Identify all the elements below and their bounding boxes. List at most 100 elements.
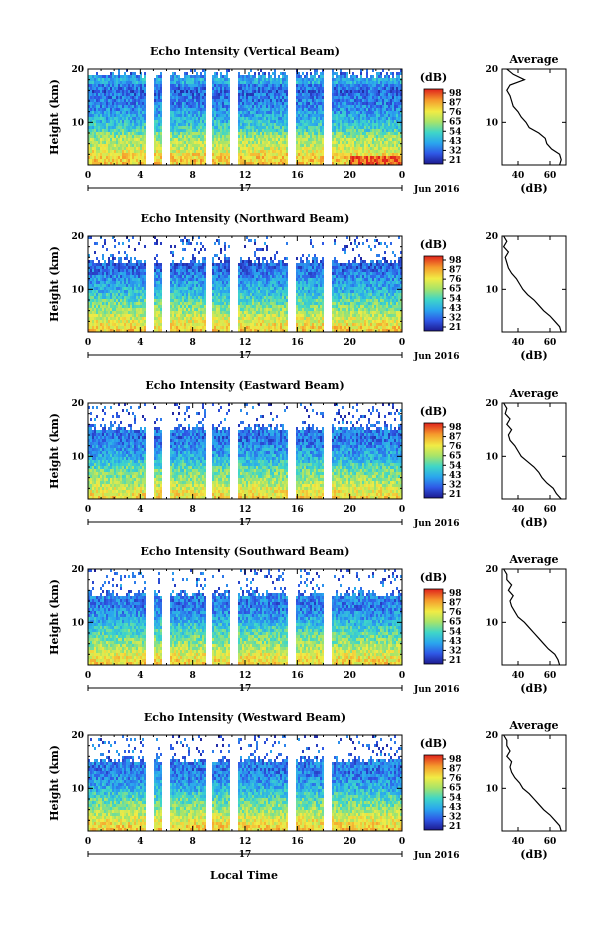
month-label: Jun 2016 bbox=[413, 685, 460, 695]
average-y-tick-label: 20 bbox=[485, 65, 498, 75]
average-title: Average bbox=[508, 553, 558, 566]
date-label: 17 bbox=[239, 351, 252, 361]
average-y-tick-label: 10 bbox=[485, 618, 498, 628]
average-profile-line bbox=[503, 734, 562, 832]
average-y-tick-label: 10 bbox=[485, 118, 498, 128]
average-x-tick-label: 60 bbox=[544, 171, 557, 181]
average-y-tick-label: 10 bbox=[485, 285, 498, 295]
average-x-tick-label: 60 bbox=[544, 338, 557, 348]
x-tick-label: 4 bbox=[137, 338, 143, 348]
colorbar-tick-label: 76 bbox=[449, 608, 462, 618]
x-tick-label: 0 bbox=[85, 171, 91, 181]
average-profile-line bbox=[503, 402, 562, 500]
date-label: 17 bbox=[239, 518, 252, 528]
y-axis-label: Height (km) bbox=[48, 246, 61, 322]
panel-1: Echo Intensity (Vertical Beam) 0 4 8 12 16 20 0… bbox=[48, 45, 567, 195]
x-tick-label: 16 bbox=[291, 837, 304, 847]
average-y-tick-label: 20 bbox=[485, 731, 498, 741]
y-tick-label: 10 bbox=[71, 285, 84, 295]
colorbar-tick-label: 21 bbox=[449, 656, 462, 666]
x-axis-label: Local Time bbox=[210, 869, 278, 882]
colorbar-tick-label: 87 bbox=[449, 433, 462, 443]
x-tick-label: 8 bbox=[190, 505, 196, 515]
colorbar bbox=[423, 255, 444, 332]
colorbar-tick-label: 32 bbox=[449, 146, 462, 156]
colorbar-tick-label: 65 bbox=[449, 118, 462, 128]
y-axis-label: Height (km) bbox=[48, 579, 61, 655]
colorbar-tick-label: 76 bbox=[449, 774, 462, 784]
average-x-tick-label: 40 bbox=[512, 505, 525, 515]
y-tick-label: 20 bbox=[71, 232, 84, 242]
x-tick-label: 16 bbox=[291, 171, 304, 181]
colorbar-tick-label: 98 bbox=[449, 423, 462, 433]
x-tick-label: 8 bbox=[190, 338, 196, 348]
average-x-tick-label: 60 bbox=[544, 837, 557, 847]
colorbar bbox=[423, 588, 444, 665]
average-x-label: (dB) bbox=[520, 848, 547, 861]
x-tick-label: 20 bbox=[343, 837, 356, 847]
x-tick-label: 0 bbox=[85, 671, 91, 681]
colorbar-tick-label: 32 bbox=[449, 313, 462, 323]
panels-group: Echo Intensity (Vertical Beam) 0 4 8 12 16 20 0… bbox=[48, 45, 567, 861]
average-x-tick-label: 40 bbox=[512, 671, 525, 681]
colorbar-unit: (dB) bbox=[420, 71, 447, 84]
x-tick-label: 0 bbox=[399, 505, 405, 515]
average-y-tick-label: 20 bbox=[485, 565, 498, 575]
colorbar-tick-label: 87 bbox=[449, 765, 462, 775]
panel-5: Echo Intensity (Westward Beam) 0 4 8 12 16 20 0… bbox=[48, 711, 567, 861]
heatmap-field bbox=[88, 735, 402, 831]
x-tick-label: 12 bbox=[239, 338, 252, 348]
colorbar-tick-label: 87 bbox=[449, 266, 462, 276]
colorbar bbox=[423, 754, 444, 831]
panel-title: Echo Intensity (Westward Beam) bbox=[144, 711, 346, 724]
average-profile-line bbox=[506, 68, 562, 166]
average-profile: Average 40 60 10 20 (dB) bbox=[485, 553, 567, 695]
panel-4: Echo Intensity (Southward Beam) 0 4 8 12 16 20… bbox=[48, 545, 567, 695]
y-tick-label: 10 bbox=[71, 618, 84, 628]
average-x-tick-label: 40 bbox=[512, 837, 525, 847]
colorbar-unit: (dB) bbox=[420, 737, 447, 750]
x-tick-label: 20 bbox=[343, 505, 356, 515]
panel-title: Echo Intensity (Southward Beam) bbox=[141, 545, 350, 558]
x-tick-label: 0 bbox=[399, 171, 405, 181]
y-axis-label: Height (km) bbox=[48, 745, 61, 821]
average-x-label: (dB) bbox=[520, 349, 547, 362]
y-tick-label: 10 bbox=[71, 118, 84, 128]
colorbar-tick-label: 21 bbox=[449, 156, 462, 166]
x-tick-label: 0 bbox=[85, 837, 91, 847]
average-title: Average bbox=[508, 387, 558, 400]
x-tick-label: 4 bbox=[137, 837, 143, 847]
y-tick-label: 10 bbox=[71, 452, 84, 462]
colorbar-tick-label: 98 bbox=[449, 755, 462, 765]
average-profile: 40 60 10 20 (dB) bbox=[485, 232, 567, 362]
x-tick-label: 12 bbox=[239, 505, 252, 515]
average-profile-line bbox=[503, 568, 561, 666]
average-frame bbox=[501, 734, 567, 832]
average-y-tick-label: 10 bbox=[485, 784, 498, 794]
x-tick-label: 16 bbox=[291, 505, 304, 515]
y-tick-label: 20 bbox=[71, 565, 84, 575]
x-tick-label: 8 bbox=[190, 171, 196, 181]
colorbar-tick-label: 98 bbox=[449, 89, 462, 99]
average-x-tick-label: 40 bbox=[512, 338, 525, 348]
colorbar-tick-label: 32 bbox=[449, 480, 462, 490]
colorbar-tick-label: 98 bbox=[449, 256, 462, 266]
colorbar-tick-label: 43 bbox=[449, 637, 462, 647]
x-tick-label: 8 bbox=[190, 671, 196, 681]
average-x-label: (dB) bbox=[520, 682, 547, 695]
heatmap-field bbox=[88, 69, 402, 165]
average-profile: Average 40 60 10 20 (dB) bbox=[485, 719, 567, 861]
panel-title: Echo Intensity (Northward Beam) bbox=[141, 212, 350, 225]
average-frame bbox=[501, 68, 567, 166]
average-frame bbox=[501, 235, 567, 333]
month-label: Jun 2016 bbox=[413, 851, 460, 861]
x-tick-label: 20 bbox=[343, 171, 356, 181]
panel-title: Echo Intensity (Eastward Beam) bbox=[145, 379, 344, 392]
colorbar-tick-label: 43 bbox=[449, 471, 462, 481]
colorbar-tick-label: 65 bbox=[449, 285, 462, 295]
heatmap-field bbox=[88, 403, 402, 499]
colorbar-tick-label: 32 bbox=[449, 646, 462, 656]
date-label: 17 bbox=[239, 684, 252, 694]
colorbar-tick-label: 54 bbox=[449, 793, 462, 803]
x-tick-label: 4 bbox=[137, 505, 143, 515]
